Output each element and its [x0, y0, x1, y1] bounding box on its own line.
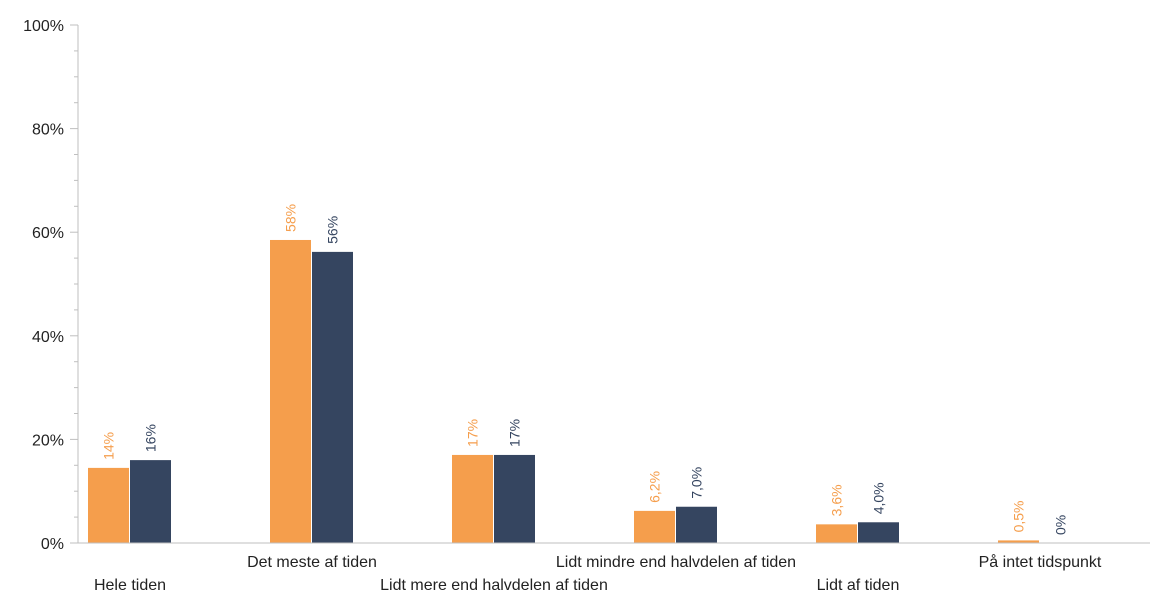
data-label: 58%: [283, 204, 299, 232]
bars: [88, 239, 1039, 543]
x-tick-label: Lidt mindre end halvdelen af tiden: [556, 554, 796, 571]
x-tick-label: Lidt af tiden: [817, 577, 900, 594]
bar-series-1: [88, 467, 129, 543]
data-label: 17%: [465, 419, 481, 447]
bar-series-2: [130, 460, 171, 543]
bar-series-1: [270, 239, 311, 543]
data-label: 14%: [101, 432, 117, 460]
bar-series-1: [452, 454, 493, 543]
x-tick-label: Lidt mere end halvdelen af tiden: [380, 577, 608, 594]
data-label: 16%: [143, 424, 159, 452]
data-label: 6,2%: [647, 471, 663, 503]
x-tick-label: Hele tiden: [94, 577, 166, 594]
data-label: 4,0%: [871, 482, 887, 514]
data-label: 7,0%: [689, 467, 705, 499]
y-tick-label: 20%: [32, 432, 64, 449]
y-tick-label: 0%: [41, 536, 64, 553]
bar-series-2: [858, 522, 899, 543]
y-tick-label: 60%: [32, 225, 64, 242]
bar-series-1: [816, 524, 857, 543]
data-label: 17%: [507, 419, 523, 447]
bar-series-1: [634, 510, 675, 543]
data-label: 0%: [1053, 515, 1069, 535]
data-label: 3,6%: [829, 484, 845, 516]
x-tick-label: Det meste af tiden: [247, 554, 377, 571]
x-tick-label: På intet tidspunkt: [979, 553, 1102, 571]
bar-series-2: [494, 454, 535, 543]
data-label: 0,5%: [1011, 500, 1027, 532]
y-axis: 0% 20% 40% 60% 80% 100%: [23, 18, 79, 553]
bar-series-2: [676, 506, 717, 543]
bar-series-1: [998, 540, 1039, 543]
data-label: 56%: [325, 216, 341, 244]
y-tick-label: 100%: [23, 18, 64, 35]
bar-series-2: [312, 251, 353, 543]
y-tick-label: 40%: [32, 329, 64, 346]
y-tick-label: 80%: [32, 122, 64, 139]
data-labels: 14% 58% 17% 6,2% 3,6% 0,5% 16% 56% 17% 7,0% 4,0% 0%: [101, 204, 1069, 535]
